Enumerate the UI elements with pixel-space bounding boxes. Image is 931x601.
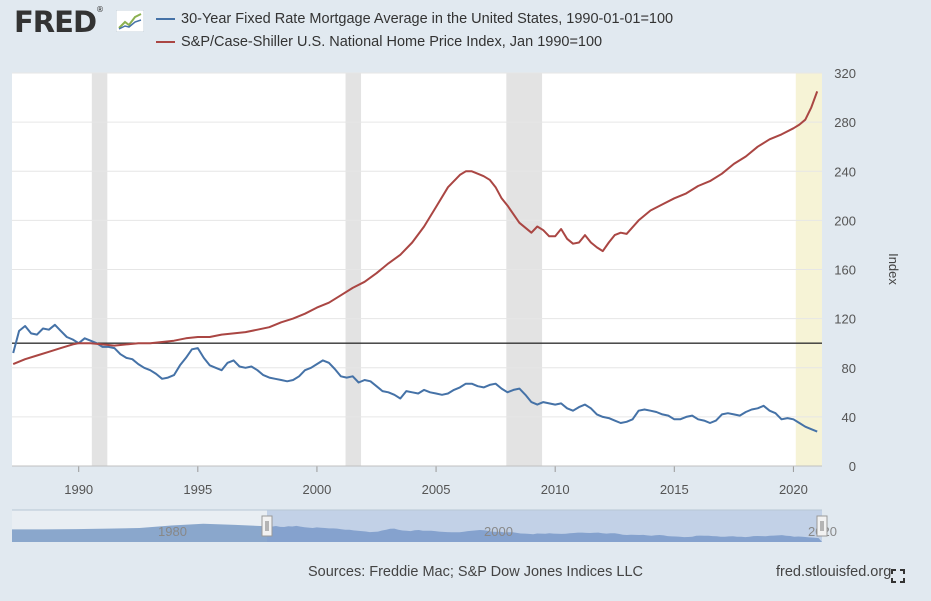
y-tick-label: 120: [834, 312, 856, 327]
legend-swatch-home-price: [156, 41, 175, 44]
legend-swatch-mortgage: [156, 18, 175, 21]
x-tick-label: 2005: [422, 482, 451, 497]
legend-label-home-price: S&P/Case-Shiller U.S. National Home Pric…: [181, 34, 603, 50]
fullscreen-icon[interactable]: [891, 569, 905, 583]
navigator[interactable]: 1980 2000 2020: [12, 509, 837, 542]
x-tick-label: 2010: [541, 482, 570, 497]
legend-item-home-price[interactable]: S&P/Case-Shiller U.S. National Home Pric…: [156, 34, 602, 50]
legend-label-mortgage: 30-Year Fixed Rate Mortgage Average in t…: [181, 11, 674, 27]
y-tick-label: 280: [834, 115, 856, 130]
y-tick-label: 200: [834, 213, 856, 228]
trademark-symbol: ®: [96, 5, 104, 14]
y-tick-label: 160: [834, 263, 856, 278]
series-line-mortgage[interactable]: [12, 323, 818, 433]
y-axis-label: Index: [886, 253, 901, 285]
fred-logo-text: FRED: [14, 5, 97, 39]
y-tick-label: 0: [849, 459, 856, 474]
site-link[interactable]: fred.stlouisfed.org: [776, 564, 892, 580]
y-tick-label: 40: [842, 410, 856, 425]
sources-text: Sources: Freddie Mac; S&P Dow Jones Indi…: [308, 564, 644, 580]
y-tick-label: 320: [834, 66, 856, 81]
y-tick-label: 240: [834, 164, 856, 179]
navigator-series-area: [12, 523, 822, 542]
legend-item-mortgage[interactable]: 30-Year Fixed Rate Mortgage Average in t…: [156, 11, 673, 27]
x-tick-label: 2020: [779, 482, 808, 497]
series-line-home-price[interactable]: [12, 91, 819, 366]
navigator-left-handle[interactable]: [261, 515, 273, 537]
navigator-label-2000: 2000: [484, 524, 513, 539]
x-tick-label: 2000: [302, 482, 331, 497]
x-tick-label: 1995: [183, 482, 212, 497]
y-tick-label: 80: [842, 361, 856, 376]
x-tick-label: 1990: [64, 482, 93, 497]
navigator-selected-range[interactable]: [267, 510, 822, 542]
fred-chart-icon: [116, 10, 144, 32]
x-tick-label: 2015: [660, 482, 689, 497]
navigator-label-1980: 1980: [158, 524, 187, 539]
fred-logo[interactable]: FRED®: [14, 5, 104, 39]
navigator-right-handle[interactable]: [816, 515, 828, 537]
